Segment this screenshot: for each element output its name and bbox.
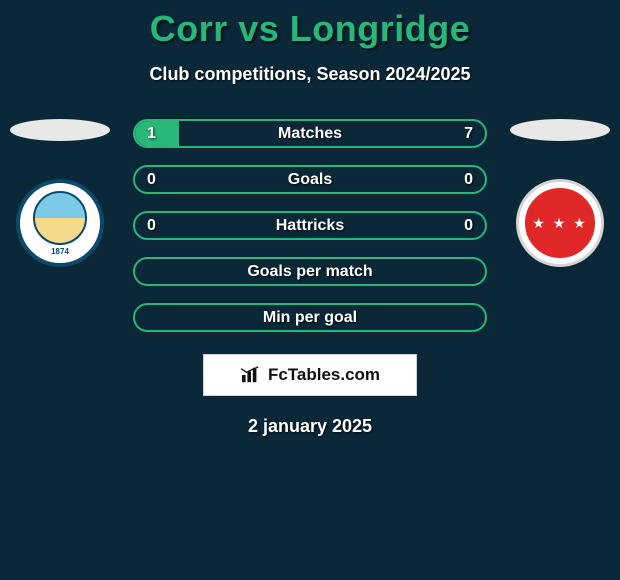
player2-name: Longridge: [290, 8, 470, 49]
left-club-year: 1874: [51, 247, 69, 256]
stat-label: Goals: [288, 171, 332, 189]
stat-label: Hattricks: [276, 217, 344, 235]
stat-bar-min-per-goal: Min per goal: [133, 303, 487, 332]
stat-value-right: 0: [464, 171, 473, 189]
stat-value-right: 7: [464, 125, 473, 143]
right-player-column: ★ ★ ★: [505, 119, 615, 267]
stat-label: Min per goal: [263, 309, 357, 327]
stat-value-left: 0: [147, 171, 156, 189]
right-nation-icon: [510, 119, 610, 141]
date-text: 2 january 2025: [0, 416, 620, 437]
left-club-badge: 1874: [16, 179, 104, 267]
stat-value-left: 1: [147, 125, 156, 143]
watermark-box[interactable]: FcTables.com: [203, 354, 417, 396]
stat-bar-hattricks: 0 Hattricks 0: [133, 211, 487, 240]
stat-bar-matches: 1 Matches 7: [133, 119, 487, 148]
stat-label: Goals per match: [247, 263, 372, 281]
stat-value-left: 0: [147, 217, 156, 235]
stat-fill: [135, 121, 179, 146]
vs-text: vs: [238, 8, 279, 49]
stat-value-right: 0: [464, 217, 473, 235]
stat-label: Matches: [278, 125, 342, 143]
stat-bar-goals-per-match: Goals per match: [133, 257, 487, 286]
subtitle-text: Club competitions, Season 2024/2025: [0, 64, 620, 85]
bar-chart-icon: [240, 366, 262, 384]
comparison-title: Corr vs Longridge: [0, 0, 620, 50]
player1-name: Corr: [150, 8, 228, 49]
stat-bar-goals: 0 Goals 0: [133, 165, 487, 194]
stats-column: 1 Matches 7 0 Goals 0 0 Hattricks 0 Goals per mat…: [133, 119, 487, 332]
right-club-badge: ★ ★ ★: [516, 179, 604, 267]
left-nation-icon: [10, 119, 110, 141]
content-row: 1874 1 Matches 7 0 Goals 0 0 Hattricks 0 Goals pe…: [0, 119, 620, 332]
left-player-column: 1874: [5, 119, 115, 267]
watermark-text: FcTables.com: [268, 365, 380, 385]
